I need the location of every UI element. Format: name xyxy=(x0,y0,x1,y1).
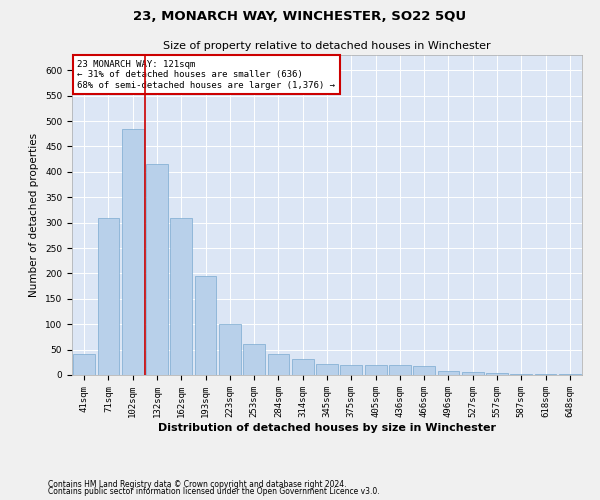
Bar xyxy=(535,374,556,375)
Bar xyxy=(413,366,435,375)
X-axis label: Distribution of detached houses by size in Winchester: Distribution of detached houses by size … xyxy=(158,422,496,432)
Bar xyxy=(559,374,581,375)
Bar xyxy=(170,218,192,375)
Bar xyxy=(340,365,362,375)
Bar xyxy=(437,371,460,375)
Text: Contains HM Land Registry data © Crown copyright and database right 2024.: Contains HM Land Registry data © Crown c… xyxy=(48,480,347,489)
Bar xyxy=(146,164,168,375)
Bar xyxy=(511,374,532,375)
Bar xyxy=(268,354,289,375)
Bar xyxy=(73,354,95,375)
Y-axis label: Number of detached properties: Number of detached properties xyxy=(29,133,40,297)
Bar xyxy=(219,324,241,375)
Bar xyxy=(122,128,143,375)
Bar xyxy=(462,372,484,375)
Title: Size of property relative to detached houses in Winchester: Size of property relative to detached ho… xyxy=(163,42,491,51)
Bar xyxy=(486,373,508,375)
Bar xyxy=(292,358,314,375)
Text: 23, MONARCH WAY, WINCHESTER, SO22 5QU: 23, MONARCH WAY, WINCHESTER, SO22 5QU xyxy=(133,10,467,23)
Bar xyxy=(365,365,386,375)
Bar xyxy=(97,218,119,375)
Bar xyxy=(194,276,217,375)
Bar xyxy=(243,344,265,375)
Text: 23 MONARCH WAY: 121sqm
← 31% of detached houses are smaller (636)
68% of semi-de: 23 MONARCH WAY: 121sqm ← 31% of detached… xyxy=(77,60,335,90)
Text: Contains public sector information licensed under the Open Government Licence v3: Contains public sector information licen… xyxy=(48,487,380,496)
Bar xyxy=(389,366,411,375)
Bar xyxy=(316,364,338,375)
